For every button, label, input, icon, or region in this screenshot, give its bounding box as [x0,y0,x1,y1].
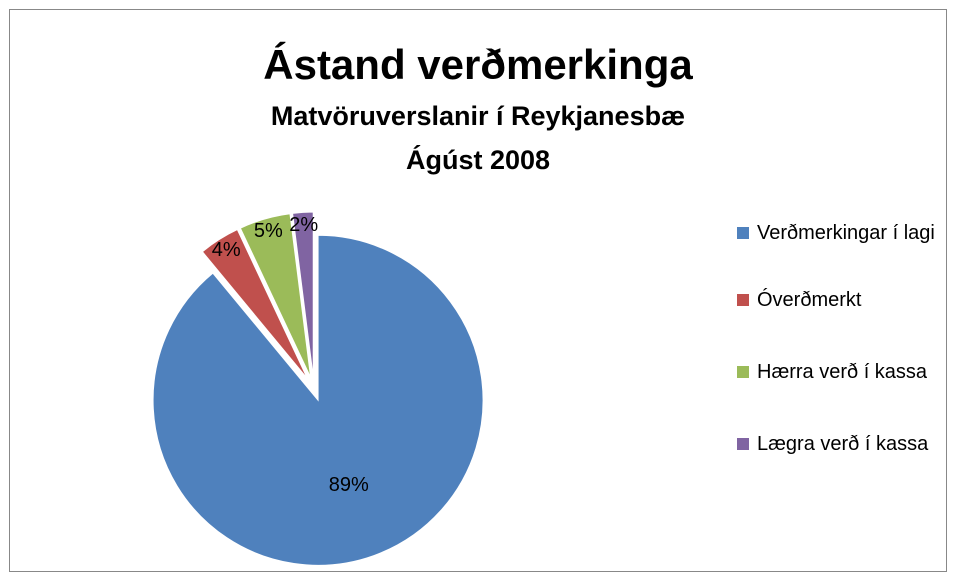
legend-label: Hærra verð í kassa [757,361,928,383]
legend-item: Hærra verð í kassa [737,358,956,386]
chart-border [9,9,947,572]
legend-swatch [737,366,749,378]
legend-item: Óverðmerkt [737,286,956,314]
data-label: 2% [289,214,318,236]
legend-item: Lægra verð í kassa [737,430,956,458]
chart-subtitle: Ágúst 2008 [406,144,550,175]
pie-slice [152,234,484,566]
legend-swatch [737,227,749,239]
legend-swatch [737,294,749,306]
pie-slice [239,213,312,378]
legend-item: Verðmerkingar í lagi [737,219,956,247]
data-label: 4% [212,239,241,261]
legend-label: Verðmerkingar í lagi [757,222,935,244]
chart-title: Ástand verðmerkinga [263,41,693,88]
data-label: 5% [254,220,283,242]
chart-subtitle: Matvöruverslanir í Reykjanesbæ [271,101,685,131]
pie-slice [292,211,314,378]
legend-label: Óverðmerkt [757,289,862,311]
data-label: 89% [329,474,369,496]
pie-slice [201,228,309,380]
legend-swatch [737,438,749,450]
legend-label: Lægra verð í kassa [757,433,929,455]
